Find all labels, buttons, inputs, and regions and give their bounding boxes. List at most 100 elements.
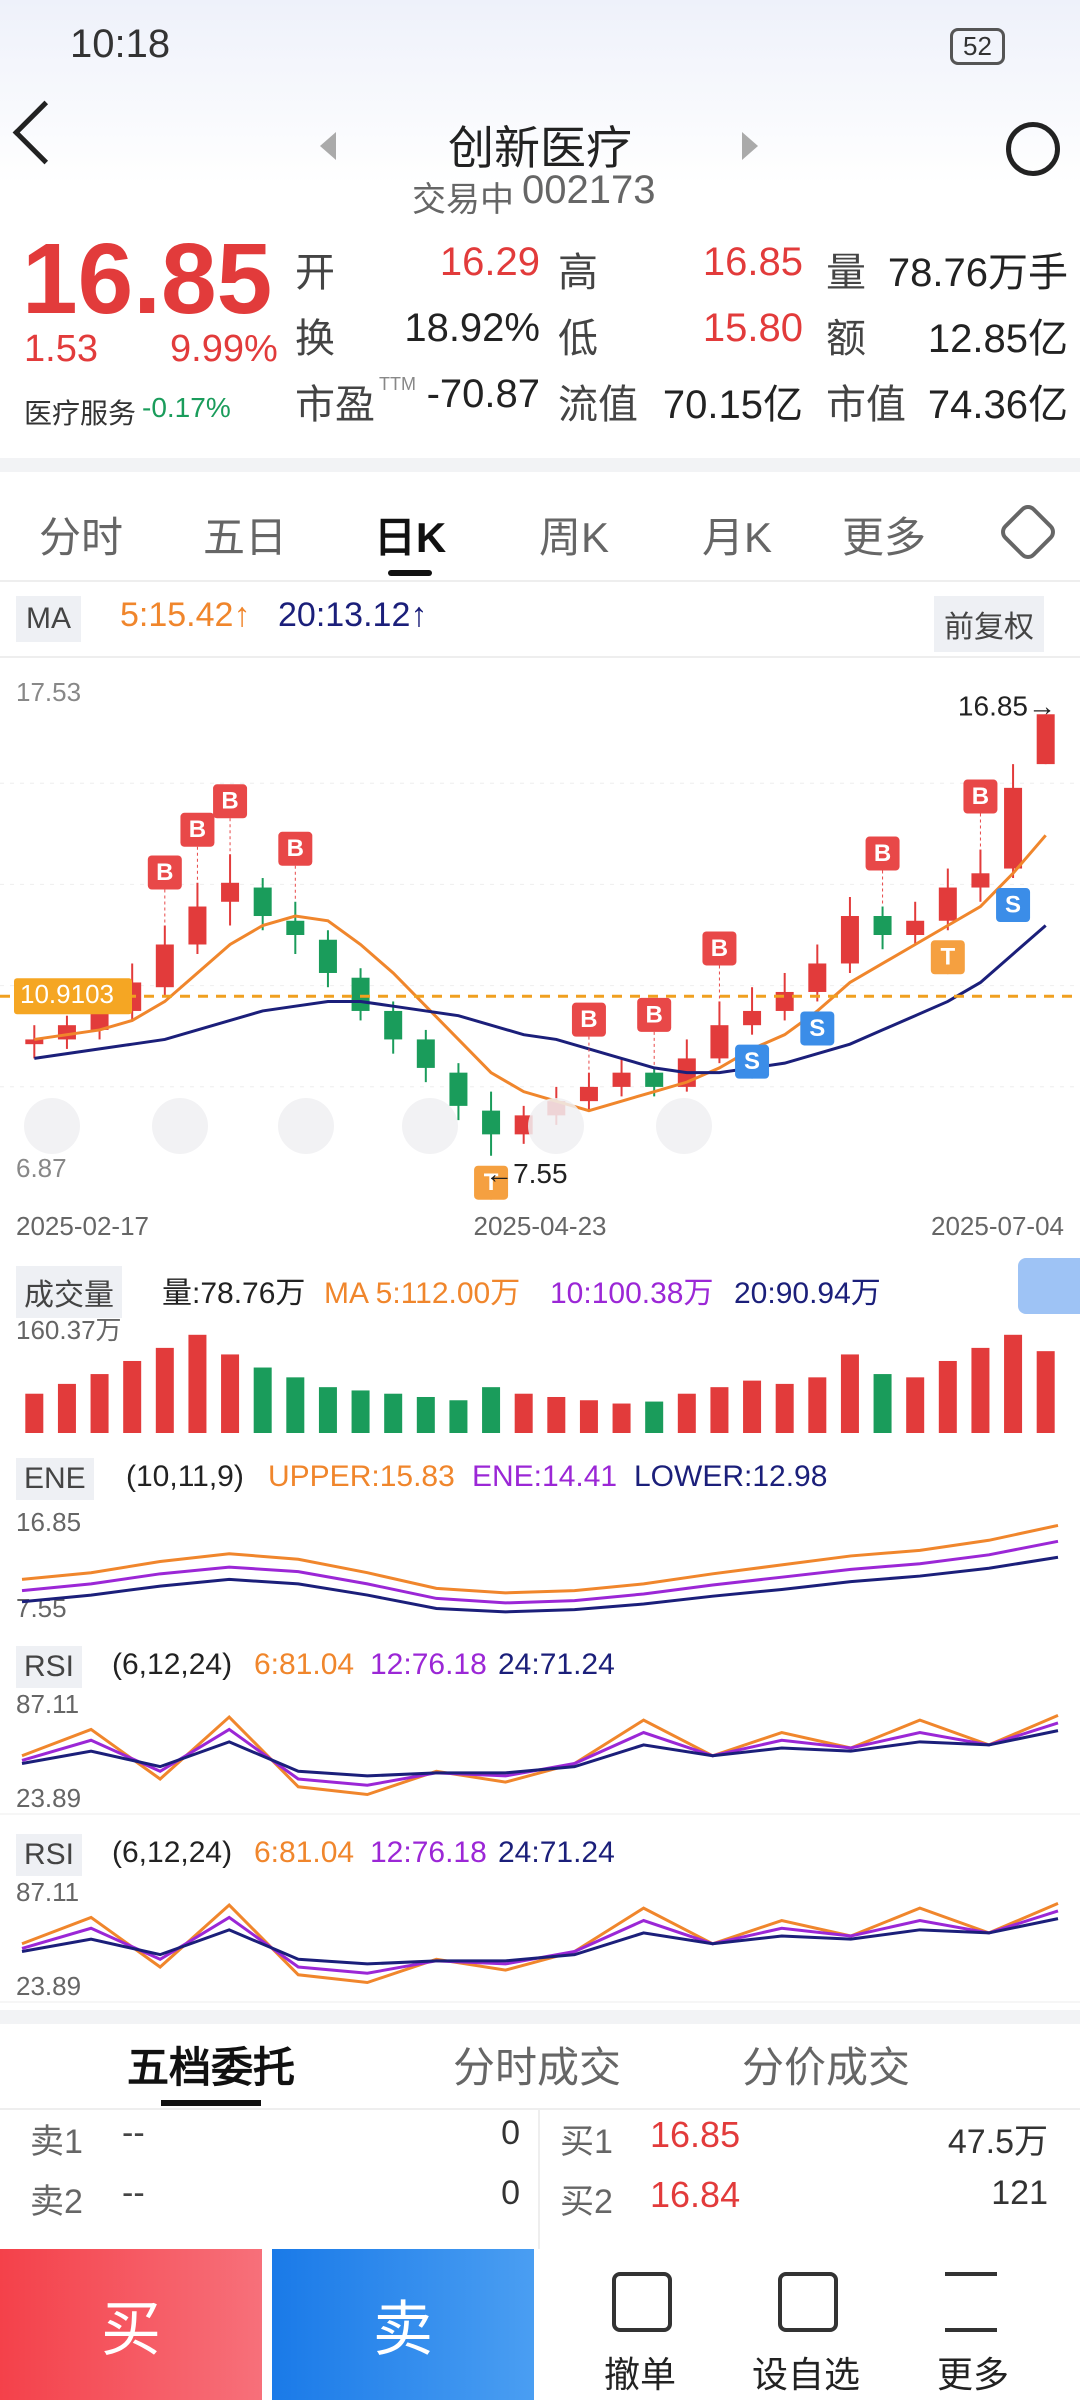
divider [0, 656, 1080, 658]
buy-button[interactable]: 买 [0, 2249, 262, 2400]
volume-bar [253, 1367, 272, 1433]
nav-button[interactable] [402, 1098, 458, 1154]
period-tab[interactable]: 五日 [202, 514, 287, 561]
nav-button[interactable] [24, 1098, 80, 1154]
ene-select[interactable]: ENE [16, 1458, 94, 1500]
sell-price: -- [122, 2174, 145, 2212]
settings-icon[interactable] [996, 500, 1060, 564]
period-tab[interactable]: 更多 [841, 514, 926, 561]
nav-button[interactable] [152, 1098, 208, 1154]
legend-entry: 6:81.04 [254, 1836, 355, 1869]
order-tab[interactable]: 五档委托 [126, 2044, 295, 2091]
field-value: 78.76万手 [887, 251, 1068, 295]
field-value: 70.15亿 [662, 383, 803, 427]
order-tab[interactable]: 分价成交 [741, 2044, 910, 2091]
divider [0, 2108, 1080, 2110]
buy-price: 16.85 [650, 2114, 741, 2155]
field-label: 额 [826, 317, 866, 361]
signal-badge [474, 1165, 509, 1200]
candle-body [188, 906, 207, 945]
rsi-line [21, 1721, 1059, 1787]
field-value: 18.92% [404, 306, 540, 350]
ma5-line [34, 834, 1047, 1113]
signal-text: B [972, 783, 989, 810]
rsi-line [21, 1902, 1059, 1985]
action-label[interactable]: 设自选 [751, 2354, 860, 2395]
volume-bar [351, 1390, 370, 1433]
legend-entry: 12:76.18 [370, 1648, 487, 1681]
sell-volume: 0 [501, 2174, 520, 2212]
signal-badge [800, 1011, 835, 1046]
field-label: 市值 [826, 383, 906, 427]
volume-bar [938, 1360, 957, 1433]
candle-body [808, 963, 827, 992]
signal-badge [637, 997, 672, 1032]
candle-body [155, 944, 174, 988]
min-label: ←7.55 [485, 1158, 568, 1189]
volume-select[interactable]: 成交量 [16, 1266, 122, 1318]
field-label: 量 [826, 251, 866, 295]
sell-volume: 0 [501, 2114, 520, 2152]
field-value: 16.29 [439, 240, 540, 284]
signal-badge [180, 812, 215, 847]
period-tab[interactable]: 分时 [38, 514, 123, 561]
date-label: 2025-04-23 [474, 1211, 607, 1241]
change: 1.53 [24, 328, 98, 370]
rsi-select[interactable]: RSI [16, 1646, 83, 1688]
nav-button[interactable] [278, 1098, 334, 1154]
action-label[interactable]: 更多 [936, 2354, 1009, 2395]
action-icon[interactable] [778, 2272, 838, 2332]
buy-label: 买2 [560, 2183, 613, 2221]
reference-label: 10.9103 [20, 979, 114, 1009]
candle-body [873, 916, 892, 935]
ene-line [21, 1539, 1059, 1605]
action-icon[interactable] [945, 2272, 997, 2332]
volume-chart: 160.37万 [16, 1315, 1055, 1433]
period-tab[interactable]: 日K [373, 514, 447, 561]
action-icon[interactable] [612, 2272, 672, 2332]
field-value: 74.36亿 [927, 383, 1068, 427]
candle-body [906, 920, 925, 935]
volume-bar [579, 1400, 598, 1433]
next-stock[interactable] [742, 132, 758, 160]
rsi-chart: 87.11 23.89 [0, 1689, 1080, 1815]
period-tab[interactable]: 月K [701, 514, 772, 561]
volume-bar [1036, 1351, 1055, 1433]
field-label: 高 [558, 251, 598, 295]
action-label[interactable]: 撤单 [603, 2354, 676, 2395]
signal-badge [996, 888, 1031, 923]
volume-bar [482, 1387, 501, 1433]
signal-badge [735, 1044, 770, 1079]
tab-underline [388, 570, 432, 576]
search-button[interactable] [1006, 122, 1060, 176]
candle-body [1004, 787, 1023, 869]
y-tick-label: 16.85 [16, 1507, 81, 1537]
volume-bar [123, 1360, 142, 1433]
indicator-select[interactable]: MA [16, 596, 81, 642]
candle-body [384, 1010, 403, 1040]
period-tab[interactable]: 周K [538, 514, 609, 561]
candle-body [416, 1039, 435, 1068]
order-tab[interactable]: 分时成交 [452, 2044, 621, 2091]
volume-bar [710, 1387, 729, 1433]
rsi-select[interactable]: RSI [16, 1834, 83, 1876]
legend-entry: 24:71.24 [498, 1648, 615, 1681]
signal-badge [963, 779, 998, 814]
adjust-select[interactable]: 前复权 [934, 596, 1044, 652]
collapse-button[interactable] [1018, 1258, 1080, 1314]
sell-button[interactable]: 卖 [272, 2249, 534, 2400]
candle-body [579, 1086, 598, 1102]
candle-body [743, 1010, 762, 1026]
signal-badge [147, 855, 182, 890]
volume-ma10: 10:100.38万 [550, 1277, 714, 1310]
candle-body [90, 1010, 109, 1030]
signal-text: B [156, 859, 173, 886]
nav-button[interactable] [528, 1098, 584, 1154]
nav-button[interactable] [656, 1098, 712, 1154]
prev-stock[interactable] [320, 132, 336, 160]
candle-body [971, 873, 990, 888]
candle-body [286, 920, 305, 935]
candle-body [351, 977, 370, 1011]
